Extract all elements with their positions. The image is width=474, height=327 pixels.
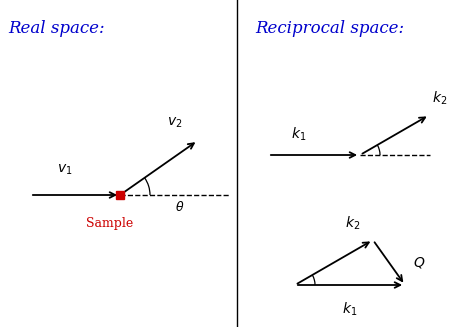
- Text: $k_1$: $k_1$: [292, 126, 307, 143]
- Text: $k_2$: $k_2$: [346, 215, 361, 232]
- Text: $v_1$: $v_1$: [57, 163, 73, 177]
- Text: Sample: Sample: [86, 217, 134, 230]
- Text: Reciprocal space:: Reciprocal space:: [255, 20, 404, 37]
- Text: $v_2$: $v_2$: [167, 116, 182, 130]
- Text: Real space:: Real space:: [8, 20, 105, 37]
- Text: $Q$: $Q$: [413, 255, 425, 270]
- Text: $\theta$: $\theta$: [175, 200, 184, 214]
- Text: $k_1$: $k_1$: [342, 301, 358, 318]
- Text: $k_2$: $k_2$: [432, 90, 447, 107]
